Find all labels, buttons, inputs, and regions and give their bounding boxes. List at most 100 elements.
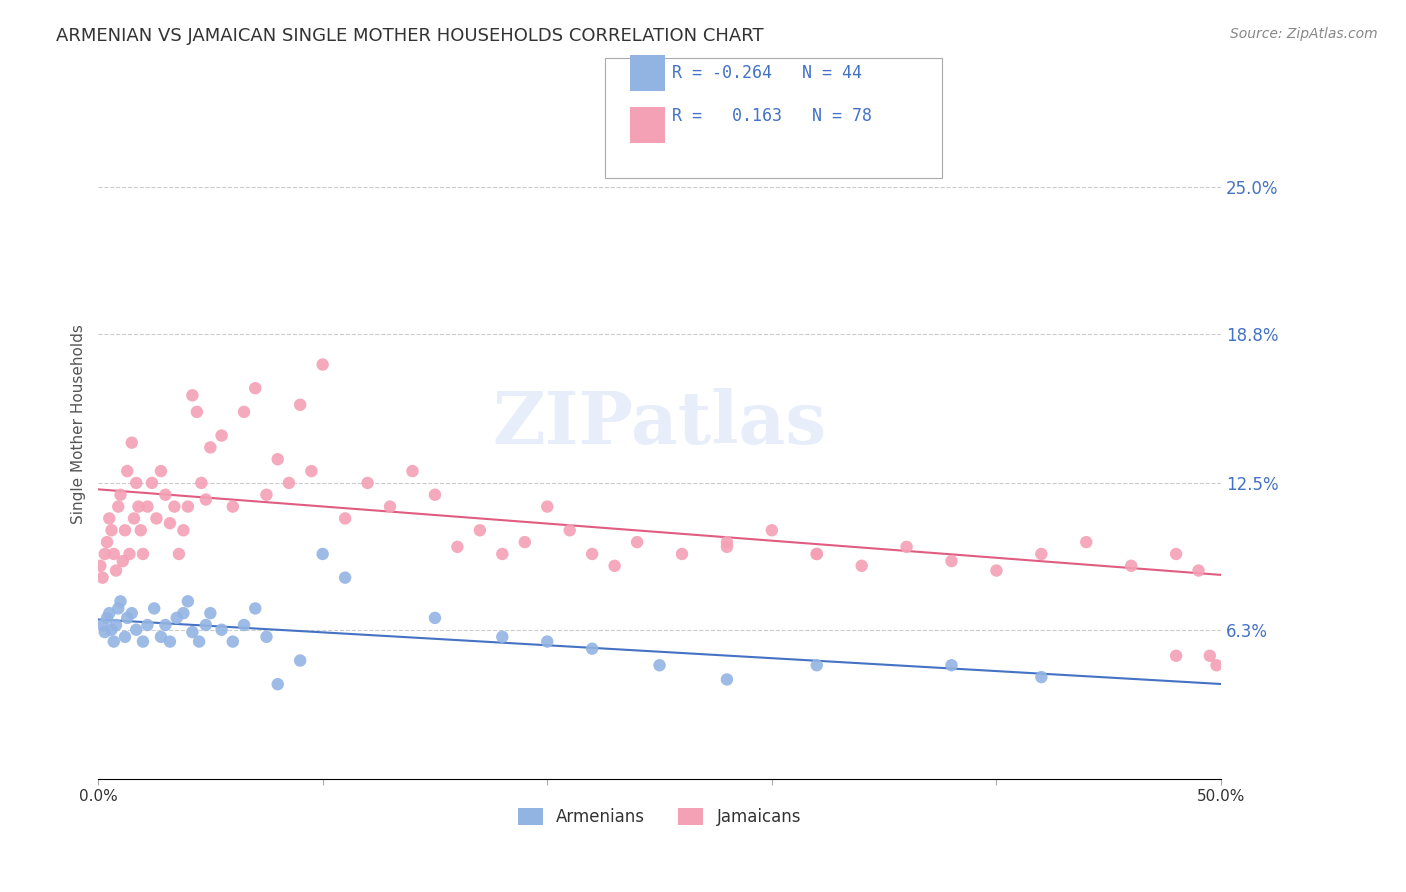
Point — [603, 558, 626, 573]
Point — [172, 523, 194, 537]
Point — [127, 500, 149, 514]
Point — [159, 634, 181, 648]
Point — [111, 554, 134, 568]
Point — [190, 475, 212, 490]
Point — [941, 658, 963, 673]
Point — [761, 523, 783, 537]
Point — [558, 523, 581, 537]
Point — [166, 611, 188, 625]
Point — [851, 558, 873, 573]
Point — [1031, 670, 1053, 684]
Point — [245, 601, 267, 615]
Point — [1205, 658, 1227, 673]
Point — [107, 500, 129, 514]
Point — [145, 511, 167, 525]
Point — [200, 606, 222, 620]
Point — [311, 358, 333, 372]
Point — [194, 618, 217, 632]
Point — [105, 564, 128, 578]
Point — [211, 428, 233, 442]
Point — [896, 540, 918, 554]
Point — [177, 500, 200, 514]
Point — [110, 594, 132, 608]
Point — [333, 571, 356, 585]
Point — [401, 464, 423, 478]
Point — [267, 452, 290, 467]
Point — [188, 634, 211, 648]
Point — [125, 623, 148, 637]
Point — [716, 540, 738, 554]
Point — [172, 606, 194, 620]
Point — [132, 547, 155, 561]
Point — [132, 634, 155, 648]
Y-axis label: Single Mother Households: Single Mother Households — [72, 324, 86, 524]
Point — [941, 554, 963, 568]
Point — [311, 547, 333, 561]
Point — [94, 547, 117, 561]
Point — [186, 405, 208, 419]
Point — [91, 618, 114, 632]
Point — [143, 601, 166, 615]
Point — [98, 511, 121, 525]
Point — [103, 547, 125, 561]
Point — [100, 623, 122, 637]
Point — [181, 625, 204, 640]
Point — [536, 634, 558, 648]
Text: Source: ZipAtlas.com: Source: ZipAtlas.com — [1230, 27, 1378, 41]
Point — [1164, 648, 1187, 663]
Point — [121, 606, 143, 620]
Point — [491, 547, 513, 561]
Legend: Armenians, Jamaicans: Armenians, Jamaicans — [509, 800, 810, 835]
Point — [256, 630, 278, 644]
Point — [267, 677, 290, 691]
Point — [806, 547, 828, 561]
Point — [1198, 648, 1220, 663]
Point — [155, 618, 177, 632]
Point — [163, 500, 186, 514]
Point — [1164, 547, 1187, 561]
Point — [98, 606, 121, 620]
Point — [716, 673, 738, 687]
Point — [233, 405, 256, 419]
Point — [491, 630, 513, 644]
Point — [181, 388, 204, 402]
Text: R =   0.163   N = 78: R = 0.163 N = 78 — [672, 107, 872, 125]
Point — [141, 475, 163, 490]
Point — [671, 547, 693, 561]
Point — [125, 475, 148, 490]
Text: ZIPatlas: ZIPatlas — [492, 388, 827, 459]
Point — [356, 475, 378, 490]
Point — [513, 535, 536, 549]
Point — [626, 535, 648, 549]
Point — [333, 511, 356, 525]
Point — [159, 516, 181, 531]
Point — [378, 500, 401, 514]
Point — [117, 611, 139, 625]
Point — [648, 658, 671, 673]
Point — [1076, 535, 1098, 549]
Point — [716, 535, 738, 549]
Point — [1121, 558, 1143, 573]
Point — [1187, 564, 1209, 578]
Point — [155, 488, 177, 502]
Point — [167, 547, 190, 561]
Point — [423, 611, 446, 625]
Point — [136, 618, 159, 632]
Point — [91, 571, 114, 585]
Point — [446, 540, 468, 554]
Point — [536, 500, 558, 514]
Point — [96, 611, 118, 625]
Point — [245, 381, 267, 395]
Point — [118, 547, 141, 561]
Point — [194, 492, 217, 507]
Point — [107, 601, 129, 615]
Point — [222, 500, 245, 514]
Point — [136, 500, 159, 514]
Point — [278, 475, 301, 490]
Point — [1031, 547, 1053, 561]
Point — [105, 618, 128, 632]
Text: R = -0.264   N = 44: R = -0.264 N = 44 — [672, 64, 862, 82]
Point — [200, 441, 222, 455]
Point — [96, 535, 118, 549]
Point — [89, 558, 111, 573]
